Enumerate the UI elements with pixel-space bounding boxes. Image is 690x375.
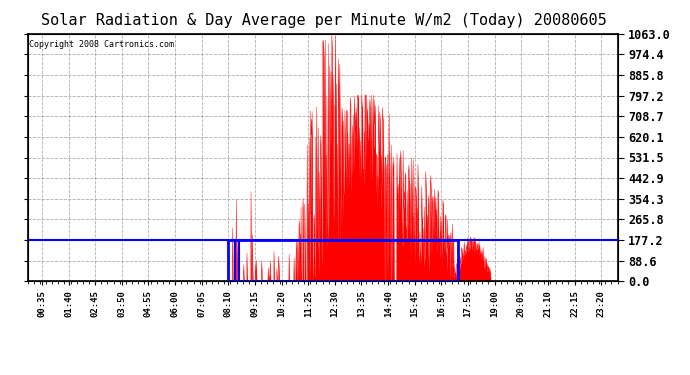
Text: Copyright 2008 Cartronics.com: Copyright 2008 Cartronics.com	[30, 40, 175, 49]
Bar	[228, 240, 457, 281]
Text: Solar Radiation & Day Average per Minute W/m2 (Today) 20080605: Solar Radiation & Day Average per Minute…	[41, 13, 607, 28]
